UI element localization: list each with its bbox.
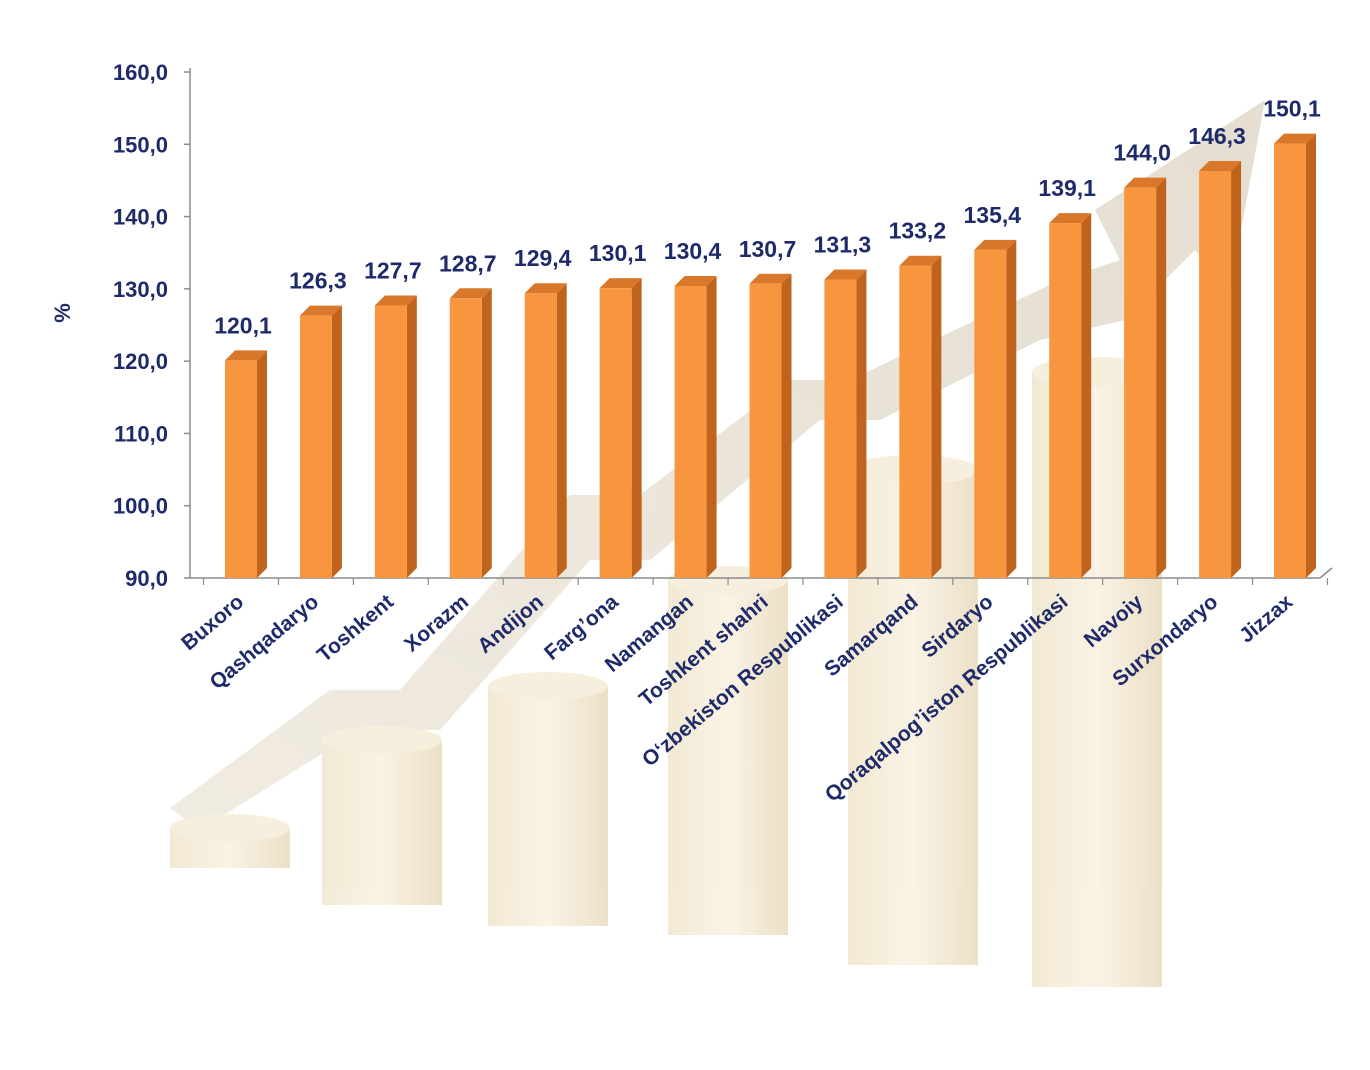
bar-side bbox=[406, 295, 417, 578]
bar bbox=[449, 288, 492, 578]
x-axis-depth-line bbox=[1319, 567, 1333, 579]
bar-front bbox=[599, 288, 632, 578]
bar-top bbox=[1199, 161, 1242, 172]
bar-value-label: 126,3 bbox=[289, 268, 347, 294]
bar-side bbox=[631, 278, 642, 578]
bar-front bbox=[1049, 223, 1082, 578]
bar-value-label: 131,3 bbox=[814, 231, 872, 257]
y-tick-label: 140,0 bbox=[113, 205, 168, 230]
bar-front bbox=[674, 285, 707, 578]
bar-top bbox=[524, 283, 567, 294]
bar-top bbox=[1049, 213, 1092, 224]
bar-side bbox=[706, 275, 717, 578]
bar-side bbox=[331, 305, 342, 578]
bar-value-label: 127,7 bbox=[364, 257, 422, 283]
y-axis-ticks: 90,0 100,0 110,0 120,0 130,0 140,0 150,0 160,0 bbox=[113, 60, 190, 591]
y-tick-label: 150,0 bbox=[113, 132, 168, 157]
bar bbox=[749, 273, 792, 578]
x-category-label: Jizzax bbox=[1235, 590, 1297, 648]
coin-stack-1 bbox=[170, 814, 290, 868]
y-tick-label: 90,0 bbox=[125, 566, 168, 591]
bar-top bbox=[225, 350, 267, 361]
bar-side bbox=[1231, 161, 1242, 578]
rising-arrow-graphic bbox=[170, 100, 1265, 830]
bar-front bbox=[1274, 143, 1306, 578]
bar-top bbox=[1124, 177, 1167, 188]
bar bbox=[225, 350, 267, 578]
bar-value-label: 133,2 bbox=[889, 218, 947, 244]
bar-top bbox=[749, 273, 792, 284]
coin-stack-2 bbox=[322, 726, 442, 905]
bar-top bbox=[899, 255, 942, 266]
bar-side bbox=[257, 350, 267, 578]
bar-value-label: 130,7 bbox=[739, 236, 797, 262]
y-tick-label: 130,0 bbox=[113, 277, 168, 302]
y-axis-title: % bbox=[50, 303, 75, 323]
bar-side bbox=[1006, 239, 1017, 578]
bar-side bbox=[856, 269, 867, 578]
bar-value-label: 139,1 bbox=[1038, 175, 1096, 201]
bar-top bbox=[449, 288, 492, 299]
bar bbox=[1199, 161, 1242, 578]
bar-value-label: 146,3 bbox=[1188, 123, 1246, 149]
bar-side bbox=[1081, 213, 1092, 578]
bar-top bbox=[299, 305, 342, 316]
bar bbox=[374, 295, 417, 578]
bar-front bbox=[299, 315, 332, 578]
bar-front bbox=[524, 293, 557, 578]
bar-top bbox=[824, 269, 867, 280]
y-tick-label: 160,0 bbox=[113, 60, 168, 85]
bar bbox=[524, 283, 567, 578]
x-category-label: Buxoro bbox=[177, 590, 248, 655]
y-tick-label: 100,0 bbox=[113, 494, 168, 519]
bar-value-label: 144,0 bbox=[1113, 140, 1171, 166]
bar-value-label: 129,4 bbox=[514, 245, 572, 271]
bar-front bbox=[1199, 171, 1232, 578]
bar bbox=[599, 278, 642, 578]
bar-value-label: 150,1 bbox=[1263, 96, 1321, 122]
bar-value-label: 135,4 bbox=[964, 202, 1022, 228]
value-labels: 120,1 126,3 127,7 128,7 129,4 130,1 130,4 130,7… bbox=[214, 96, 1321, 339]
bar-front bbox=[974, 249, 1007, 578]
bar bbox=[974, 239, 1017, 578]
y-tick-label: 120,0 bbox=[113, 349, 168, 374]
bar-value-label: 130,4 bbox=[664, 238, 722, 264]
bar-side bbox=[781, 273, 792, 578]
bar-front bbox=[899, 265, 932, 578]
bar bbox=[1049, 213, 1092, 578]
bar bbox=[299, 305, 342, 578]
y-tick-label: 110,0 bbox=[114, 421, 168, 446]
bar bbox=[1124, 177, 1167, 578]
bar-value-label: 128,7 bbox=[439, 250, 497, 276]
bar-side bbox=[556, 283, 567, 578]
bar-front bbox=[749, 283, 782, 578]
bar-top bbox=[974, 239, 1017, 250]
coin-stack-3 bbox=[488, 672, 608, 926]
bar-side bbox=[1156, 177, 1167, 578]
bar-value-label: 120,1 bbox=[214, 312, 272, 338]
x-category-label: Toshkent bbox=[313, 590, 398, 667]
bar-top bbox=[674, 275, 717, 286]
bar-top bbox=[374, 295, 417, 306]
bar-front bbox=[1124, 187, 1157, 578]
bar bbox=[824, 269, 867, 578]
bar-front bbox=[374, 305, 407, 578]
bar-front bbox=[225, 360, 257, 578]
bar-top bbox=[599, 278, 642, 289]
bar-side bbox=[931, 255, 942, 578]
bar-front bbox=[824, 279, 857, 578]
bar bbox=[1274, 133, 1316, 578]
bar-top bbox=[1274, 133, 1316, 144]
bar bbox=[674, 275, 717, 578]
bar-side bbox=[481, 288, 492, 578]
bars bbox=[225, 133, 1316, 578]
bar-value-label: 130,1 bbox=[589, 240, 647, 266]
bar-side bbox=[1306, 133, 1316, 578]
bar-front bbox=[449, 298, 482, 578]
bar bbox=[899, 255, 942, 578]
